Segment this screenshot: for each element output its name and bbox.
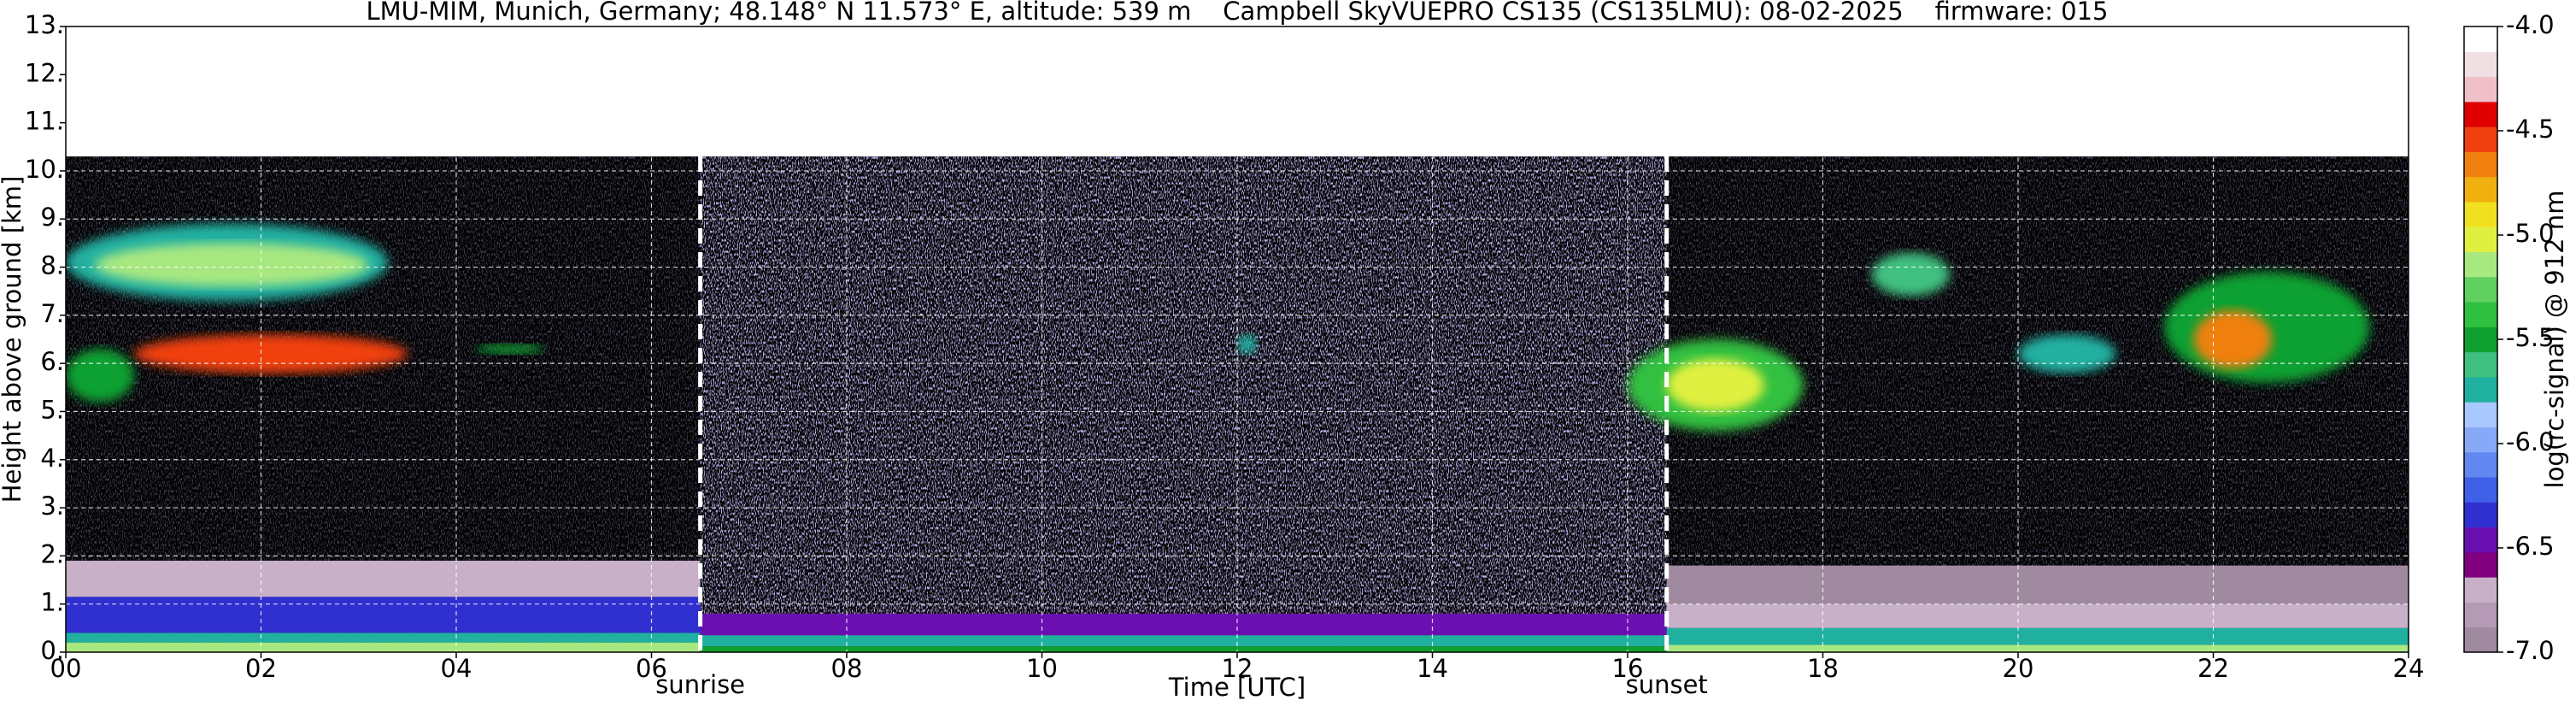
colorbar-swatch [2464,276,2497,303]
x-tick-label: 10 [1026,654,1058,683]
x-tick-label: 22 [2198,654,2229,683]
colorbar-swatch [2464,376,2497,403]
y-tick-label: 6. [40,347,64,376]
colorbar-swatch [2464,551,2497,578]
event-label: sunset [1626,670,1708,699]
signal-patch [133,334,408,374]
colorbar [2464,26,2497,653]
colorbar-swatch [2464,351,2497,378]
colorbar-swatch [2464,327,2497,353]
colorbar-swatch [2464,201,2497,227]
colorbar-swatch [2464,176,2497,203]
x-tick-label: 12 [1222,654,1253,683]
colorbar-swatch [2464,227,2497,253]
signal-patch [475,344,544,354]
chart-title: LMU-MIM, Munich, Germany; 48.148° N 11.5… [367,0,2109,26]
y-tick-label: 3. [40,491,64,521]
signal-patch [700,646,1667,652]
signal-patch [66,642,701,652]
signal-patch [1666,627,2409,645]
y-tick-label: 2. [40,539,64,568]
x-tick-label: 18 [1807,654,1839,683]
y-axis-label: Height above ground [km] [0,176,26,503]
colorbar-tick-label: -6.5 [2506,532,2555,561]
signal-patch [1666,358,1764,412]
signal-patch [700,635,1667,647]
signal-patch [1237,334,1257,354]
colorbar-swatch [2464,477,2497,503]
colorbar-swatch [2464,577,2497,603]
signal-patch [66,632,701,643]
signal-patch [2018,334,2116,374]
colorbar-swatch [2464,51,2497,78]
colorbar-tick-label: -5.0 [2506,219,2555,248]
signal-patch [95,243,369,287]
plot-area [66,26,2409,652]
y-tick-label: 9. [40,203,64,232]
y-tick-label: 8. [40,251,64,280]
signal-patch [66,561,701,600]
y-tick-label: 13. [25,10,64,39]
signal-patch [66,349,134,403]
signal-patch [66,597,701,633]
colorbar-swatch [2464,602,2497,628]
colorbar-tick-label: -5.5 [2506,323,2555,352]
x-tick-label: 02 [245,654,277,683]
colorbar-label: log(rc-signal) @ 912 nm [2540,191,2569,489]
colorbar-tick-label: -7.0 [2506,636,2555,665]
colorbar-tick-label: -4.0 [2506,10,2555,39]
colorbar-swatch [2464,76,2497,103]
y-tick-label: 0. [40,636,64,665]
colorbar-swatch [2464,26,2497,52]
x-tick-label: 04 [441,654,472,683]
y-tick-label: 10. [25,155,64,184]
y-tick-label: 5. [40,395,64,424]
x-tick-label: 14 [1417,654,1448,683]
colorbar-swatch [2464,101,2497,127]
colorbar-swatch [2464,527,2497,553]
y-tick-label: 7. [40,299,64,328]
colorbar-swatch [2464,502,2497,528]
event-label: sunrise [655,670,745,699]
signal-patch [2193,310,2273,368]
signal-patch [700,613,1667,636]
x-tick-label: 00 [50,654,82,683]
signal-patch [1871,252,1951,297]
colorbar-swatch [2464,302,2497,327]
y-tick-label: 12. [25,58,64,87]
x-tick-label: 24 [2393,654,2425,683]
colorbar-swatch [2464,427,2497,453]
colorbar-swatch [2464,251,2497,278]
y-tick-label: 4. [40,444,64,473]
colorbar-swatch [2464,402,2497,427]
y-tick-label: 1. [40,588,64,617]
colorbar-tick-label: -6.0 [2506,427,2555,456]
signal-patch [1666,644,2409,652]
colorbar-swatch [2464,126,2497,152]
day-noise [700,156,1667,652]
colorbar-swatch [2464,151,2497,178]
colorbar-swatch [2464,451,2497,478]
y-tick-label: 11. [25,107,64,136]
colorbar-swatch [2464,627,2497,653]
x-tick-label: 06 [636,654,667,683]
x-tick-label: 16 [1612,654,1644,683]
x-tick-label: 08 [831,654,863,683]
signal-patch [1666,603,2409,628]
colorbar-tick-label: -4.5 [2506,115,2555,144]
x-axis-label: Time [UTC] [1168,673,1306,702]
x-tick-label: 20 [2003,654,2034,683]
signal-patch [1666,565,2409,604]
